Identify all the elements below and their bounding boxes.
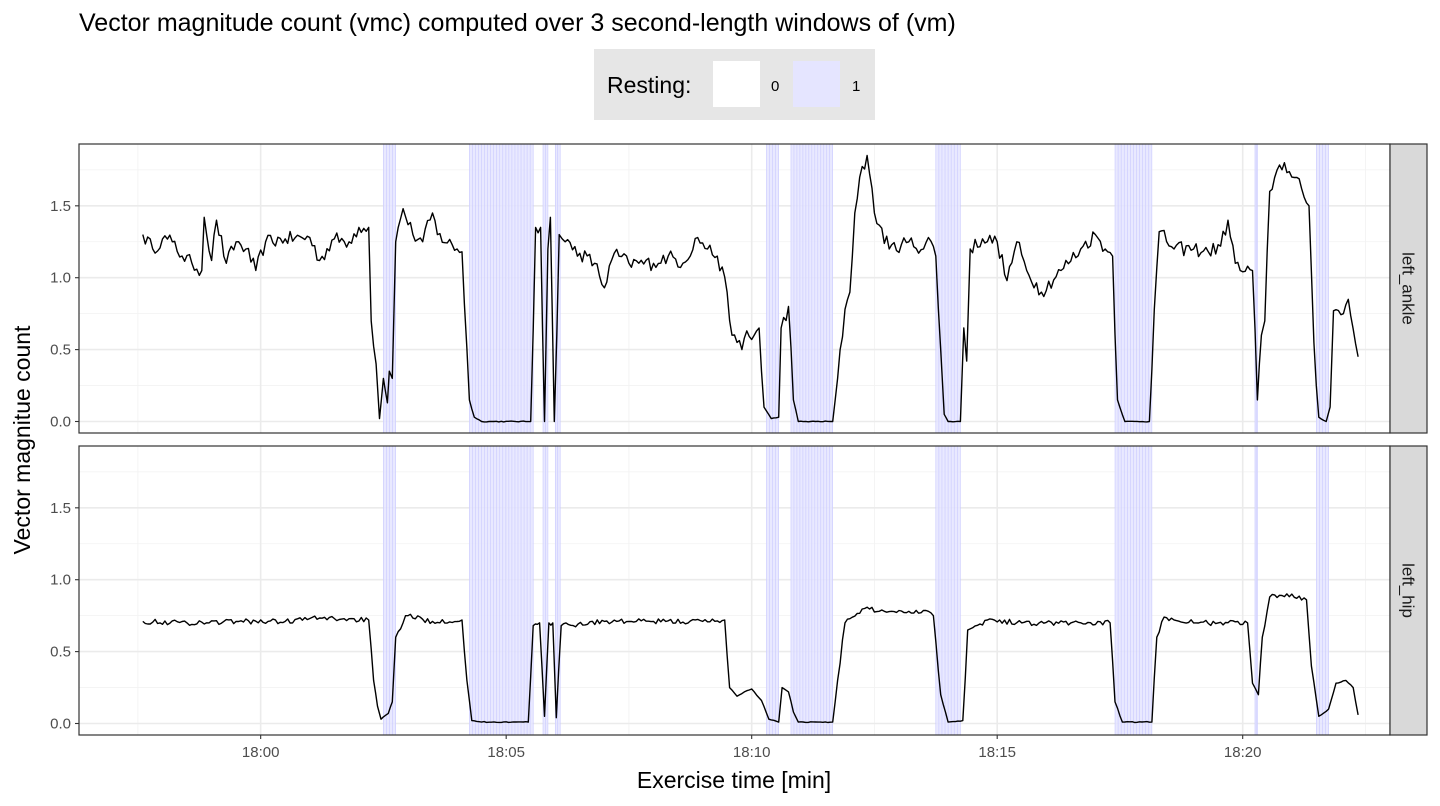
legend: Resting: 0 1 <box>594 49 875 120</box>
x-tick-label: 18:20 <box>1224 744 1262 761</box>
facet-strip-label: left_hip <box>1399 563 1418 618</box>
legend-key-resting <box>793 61 840 107</box>
series-line-left_hip <box>142 593 1359 724</box>
legend-title: Resting: <box>607 72 691 98</box>
y-tick-label: 0.5 <box>50 342 71 359</box>
facet-strip-label: left_ankle <box>1399 252 1418 325</box>
y-tick-label: 1.5 <box>50 500 71 517</box>
y-tick-label: 1.0 <box>50 270 71 287</box>
x-tick-label: 18:00 <box>242 744 280 761</box>
facet-strip <box>1389 445 1428 736</box>
panel-background <box>79 144 1390 433</box>
y-tick-label: 0.0 <box>50 715 71 732</box>
chart-title: Vector magnitude count (vmc) computed ov… <box>79 9 956 37</box>
panel-left_hip: 0.0 0.5 1.0 1.5 left_hip <box>50 445 1428 736</box>
series-line-left_ankle <box>142 154 1359 423</box>
panel-left_ankle: 0.0 0.5 1.0 1.5 left_ankle <box>50 143 1428 434</box>
x-tick-label: 18:15 <box>978 744 1016 761</box>
y-axis-title: Vector magnitue count <box>9 325 35 554</box>
panel-background <box>79 446 1390 735</box>
y-tick-label: 1.5 <box>50 198 71 215</box>
resting-band <box>469 446 534 735</box>
resting-band <box>469 144 534 433</box>
y-tick-label: 1.0 <box>50 572 71 589</box>
x-axis-title: Exercise time [min] <box>637 767 831 793</box>
legend-label-not-resting: 0 <box>771 78 779 95</box>
y-tick-label: 0.5 <box>50 644 71 661</box>
x-axis: 18:00 18:05 18:10 18:15 18:20 <box>242 735 1262 761</box>
legend-key-not-resting <box>713 61 760 107</box>
legend-label-resting: 1 <box>852 78 860 95</box>
facet-panels: 0.0 0.5 1.0 1.5 left_ankle 0.0 0.5 1.0 1.5 left_h… <box>50 143 1428 736</box>
x-tick-label: 18:05 <box>487 744 525 761</box>
facet-strip <box>1389 143 1428 434</box>
x-tick-label: 18:10 <box>733 744 771 761</box>
y-tick-label: 0.0 <box>50 413 71 430</box>
